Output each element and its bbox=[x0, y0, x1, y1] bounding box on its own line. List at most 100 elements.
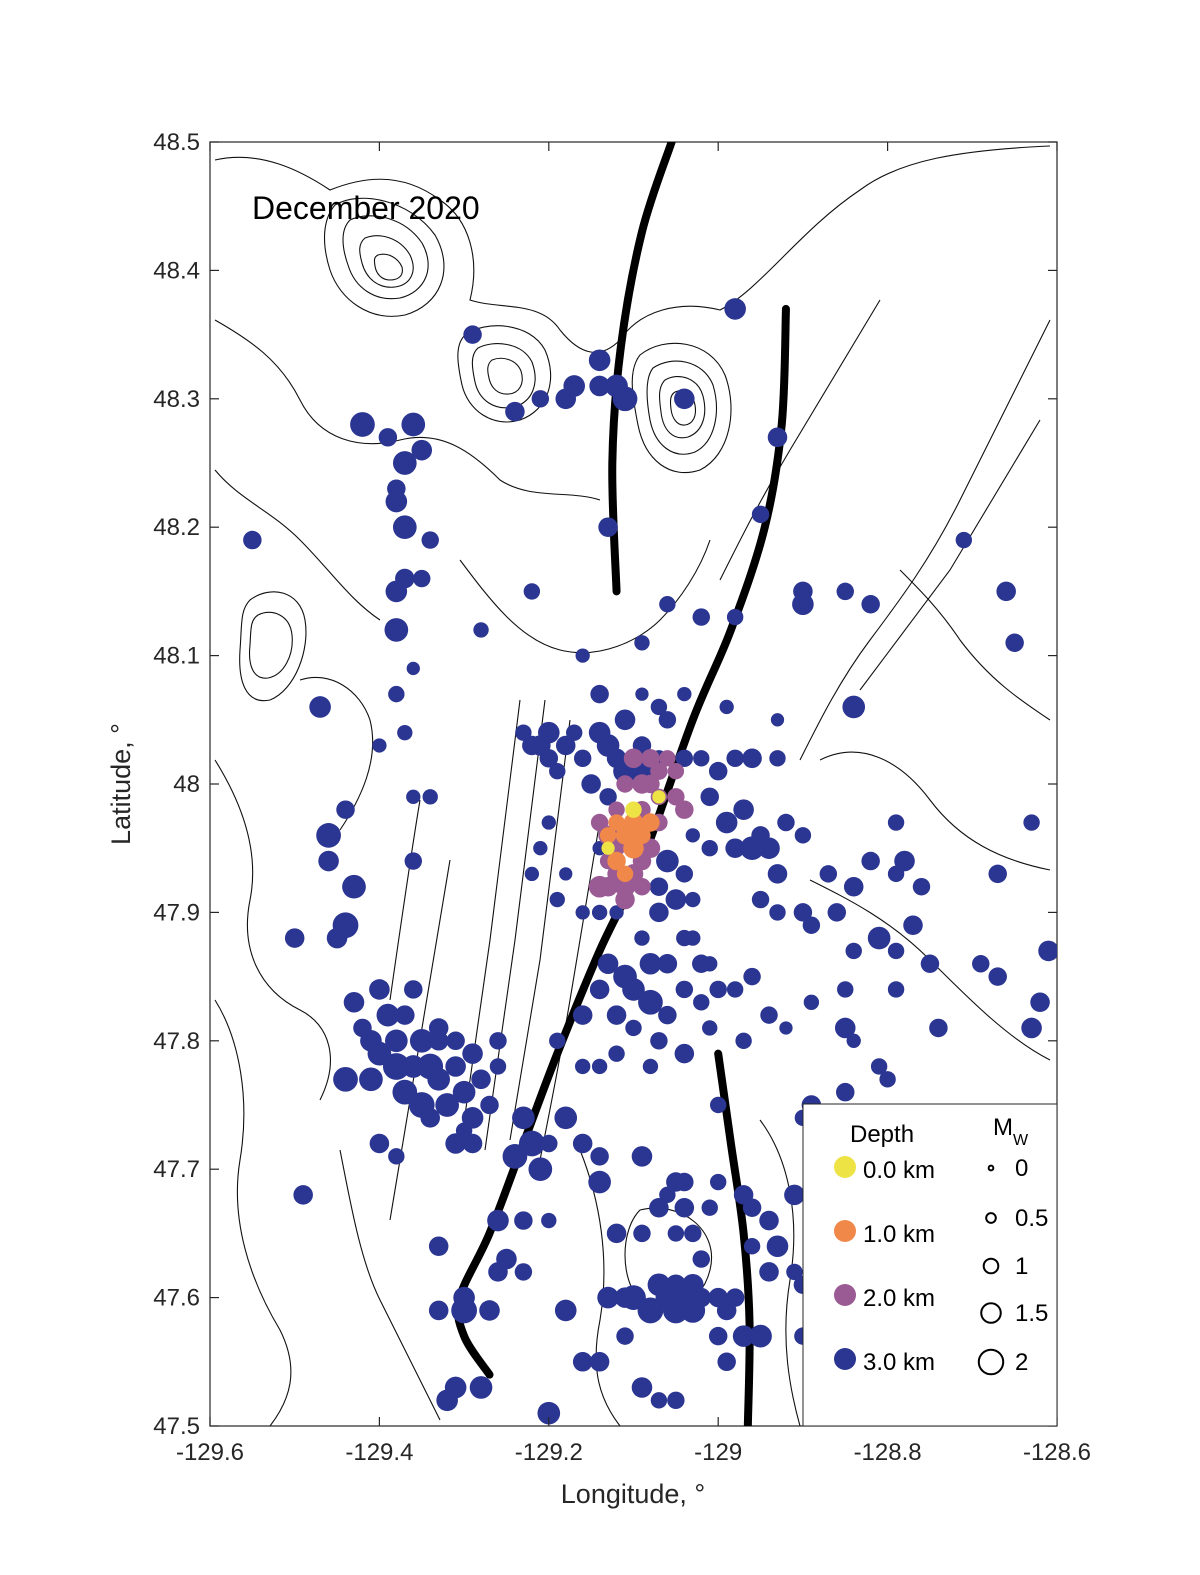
earthquake-event bbox=[633, 878, 651, 896]
earthquake-event bbox=[675, 980, 694, 999]
earthquake-event bbox=[846, 1033, 861, 1048]
earthquake-event bbox=[428, 1018, 449, 1038]
earthquake-event bbox=[549, 762, 566, 780]
earthquake-event bbox=[369, 1133, 390, 1154]
earthquake-event bbox=[677, 686, 692, 702]
earthquake-event bbox=[388, 685, 405, 703]
earthquake-event bbox=[674, 388, 695, 410]
contour-south-3 bbox=[579, 1149, 621, 1426]
earthquake-event bbox=[436, 1389, 458, 1412]
y-tick-label: 48.1 bbox=[153, 643, 200, 670]
earthquake-event bbox=[685, 891, 701, 908]
earthquake-event bbox=[489, 1058, 507, 1075]
earthquake-event bbox=[616, 775, 634, 793]
earthquake-event bbox=[608, 801, 625, 818]
earthquake-event bbox=[428, 1300, 449, 1321]
earthquake-event bbox=[708, 761, 728, 781]
x-tick-label: -129 bbox=[694, 1439, 742, 1466]
earthquake-event bbox=[293, 1185, 313, 1205]
earthquake-event bbox=[641, 813, 660, 832]
earthquake-event bbox=[554, 1106, 578, 1130]
legend-mw-circle bbox=[977, 1348, 1005, 1376]
fault-line bbox=[608, 142, 676, 596]
earthquake-event bbox=[656, 849, 679, 873]
earthquake-event bbox=[685, 930, 701, 946]
contour-southeast-1 bbox=[759, 1119, 801, 1426]
earthquake-event bbox=[675, 865, 694, 883]
legend-mw-label: 2 bbox=[1015, 1349, 1028, 1376]
earthquake-event bbox=[541, 815, 556, 830]
earthquake-event bbox=[435, 1093, 459, 1117]
earthquake-event bbox=[591, 1058, 608, 1075]
legend-mw-label: 1 bbox=[1015, 1253, 1028, 1280]
earthquake-event bbox=[413, 569, 431, 588]
earthquake-event bbox=[608, 814, 625, 831]
earthquake-event bbox=[422, 789, 438, 805]
earthquake-event bbox=[650, 698, 668, 716]
earthquake-event bbox=[988, 967, 1007, 986]
earthquake-event bbox=[601, 841, 615, 855]
y-axis-label: Latitude, ° bbox=[106, 723, 136, 845]
earthquake-event bbox=[609, 905, 624, 920]
earthquake-event bbox=[533, 841, 548, 856]
earthquake-event bbox=[333, 1066, 358, 1092]
earthquake-event bbox=[912, 878, 931, 896]
earthquake-event bbox=[463, 325, 482, 344]
earthquake-event bbox=[710, 1173, 727, 1191]
earthquake-event bbox=[631, 1146, 653, 1167]
legend-mw-circle bbox=[980, 1302, 1002, 1324]
earthquake-event bbox=[409, 1028, 434, 1053]
earthquake-event bbox=[649, 1197, 669, 1218]
x-tick-label: -128.6 bbox=[1023, 1439, 1091, 1466]
earthquake-event bbox=[867, 926, 891, 950]
earthquake-event bbox=[635, 687, 649, 701]
earthquake-event bbox=[650, 1392, 668, 1409]
y-tick-label: 48.2 bbox=[153, 514, 200, 541]
earthquake-event bbox=[607, 851, 626, 871]
earthquake-event bbox=[702, 956, 718, 972]
earthquake-event bbox=[369, 979, 390, 1000]
earthquake-event bbox=[541, 1212, 557, 1229]
earthquake-event bbox=[382, 1053, 410, 1080]
earthquake-event bbox=[657, 954, 678, 974]
earthquake-event bbox=[652, 790, 666, 804]
earthquake-event bbox=[623, 812, 644, 833]
y-tick-label: 47.9 bbox=[153, 899, 200, 926]
earthquake-event bbox=[634, 930, 650, 946]
earthquake-event bbox=[575, 648, 590, 663]
earthquake-event bbox=[735, 1032, 752, 1050]
contour-seamount-2a bbox=[457, 325, 552, 423]
earthquake-event bbox=[641, 749, 660, 768]
earthquake-event bbox=[524, 866, 540, 882]
earthquake-event bbox=[608, 1045, 625, 1062]
earthquake-event bbox=[675, 800, 694, 819]
earthquake-event bbox=[589, 979, 610, 1000]
contour-west-island-2 bbox=[248, 611, 293, 679]
earthquake-event bbox=[384, 618, 409, 642]
contour-seamount-3a bbox=[631, 342, 732, 474]
earthquake-event bbox=[701, 1199, 718, 1216]
earthquake-event bbox=[606, 1005, 627, 1025]
earthquake-event bbox=[819, 865, 838, 883]
earthquake-event bbox=[559, 867, 573, 881]
earthquake-event bbox=[724, 298, 746, 320]
earthquake-event bbox=[445, 1056, 466, 1077]
earthquake-event bbox=[674, 1043, 695, 1064]
earthquake-event bbox=[827, 903, 847, 922]
y-tick-label: 48.3 bbox=[153, 386, 200, 413]
earthquake-event bbox=[590, 684, 609, 704]
earthquake-event bbox=[350, 412, 375, 437]
earthquake-event bbox=[480, 1095, 499, 1115]
contour-seamount-1d bbox=[373, 253, 403, 281]
earthquake-event bbox=[573, 749, 592, 768]
earthquake-event bbox=[751, 890, 770, 909]
earthquake-event bbox=[428, 1236, 449, 1256]
contour-east-ridge-2 bbox=[859, 419, 1041, 691]
earthquake-event bbox=[342, 874, 366, 899]
earthquake-event bbox=[385, 1029, 408, 1053]
earthquake-event bbox=[616, 865, 634, 883]
earthquake-event bbox=[700, 787, 719, 807]
earthquake-event bbox=[1038, 940, 1057, 962]
earthquake-event bbox=[836, 582, 854, 601]
